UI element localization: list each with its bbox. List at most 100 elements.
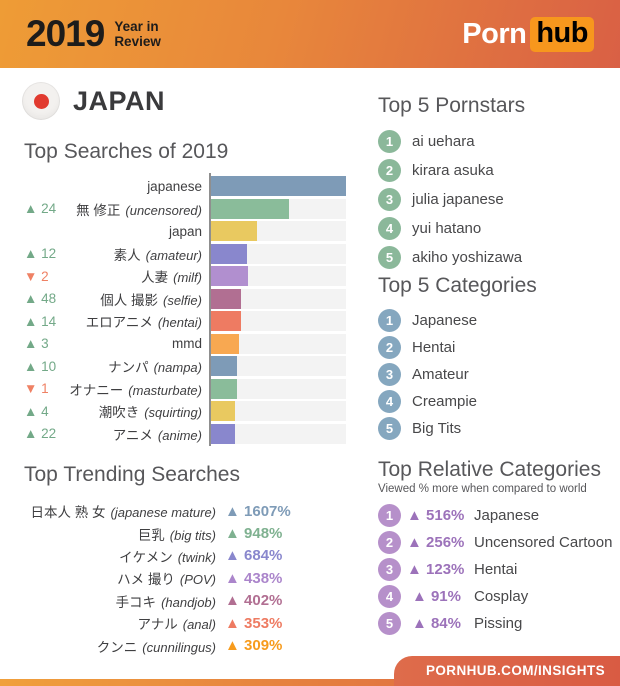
bar-track bbox=[211, 423, 346, 444]
trending-row: ハメ 撮り (POV) ▲ 438% bbox=[24, 567, 346, 589]
relative-percent: ▲ 91% bbox=[411, 588, 461, 605]
trending-title: Top Trending Searches bbox=[24, 463, 240, 486]
search-term-label: オナニー (masturbate) bbox=[69, 382, 202, 398]
list-item: 1 Japanese bbox=[378, 309, 614, 332]
rank-change: ▲ 48 bbox=[24, 291, 57, 307]
chart-row: ▲ 48 個人 撮影 (selfie) bbox=[24, 288, 346, 311]
trending-percent: ▲ 948% bbox=[225, 525, 283, 543]
bar-track bbox=[211, 311, 346, 332]
bar bbox=[211, 333, 239, 354]
chart-row: ▲ 22 アニメ (anime) bbox=[24, 423, 346, 446]
chart-row: ▲ 12 素人 (amateur) bbox=[24, 243, 346, 266]
rank-change: ▲ 4 bbox=[24, 403, 49, 419]
bar bbox=[211, 243, 248, 264]
list-item: 3 julia japanese bbox=[378, 188, 614, 211]
rank-change: ▲ 24 bbox=[24, 201, 57, 217]
rank-badge: 4 bbox=[378, 585, 401, 608]
rank-badge: 5 bbox=[378, 246, 401, 269]
trending-term: ハメ 撮り (POV) bbox=[117, 572, 216, 588]
rank-change: ▼ 1 bbox=[24, 381, 49, 397]
chart-row: ▲ 4 潮吹き (squirting) bbox=[24, 400, 346, 423]
list-item: 4 yui hatano bbox=[378, 217, 614, 240]
trending-row: 手コキ (handjob) ▲ 402% bbox=[24, 590, 346, 612]
rank-badge: 5 bbox=[378, 417, 401, 440]
bar-track bbox=[211, 243, 346, 264]
list-item: 2 kirara asuka bbox=[378, 159, 614, 182]
search-term-label: japan bbox=[168, 223, 202, 239]
search-term-label: ナンパ (nampa) bbox=[108, 360, 202, 376]
trending-list: 日本人 熟 女 (japanese mature) ▲ 1607% 巨乳 (big … bbox=[24, 500, 346, 657]
header-band: 2019 Year in Review Porn hub bbox=[0, 0, 620, 68]
top-searches-bar-chart: japanese ▲ 24 無 修正 (uncensored) japan ▲ 1… bbox=[24, 173, 346, 446]
rank-badge: 2 bbox=[378, 159, 401, 182]
relative-categories-section: Top Relative Categories Viewed % more wh… bbox=[378, 458, 614, 639]
rank-change: ▲ 10 bbox=[24, 358, 57, 374]
trending-row: イケメン (twink) ▲ 684% bbox=[24, 545, 346, 567]
trending-term: 手コキ (handjob) bbox=[115, 594, 216, 610]
bar bbox=[211, 266, 249, 287]
trending-term: イケメン (twink) bbox=[119, 549, 216, 565]
flag-red-dot bbox=[33, 93, 49, 109]
bar bbox=[211, 378, 238, 399]
trending-percent: ▲ 684% bbox=[225, 547, 283, 565]
chart-row: ▼ 1 オナニー (masturbate) bbox=[24, 378, 346, 401]
relative-title: Top Relative Categories bbox=[378, 458, 601, 481]
bar-track bbox=[211, 198, 346, 219]
rank-change: ▲ 3 bbox=[24, 336, 49, 352]
search-term-label: 個人 撮影 (selfie) bbox=[100, 292, 202, 308]
rank-badge: 1 bbox=[378, 504, 401, 527]
bar-track bbox=[211, 176, 346, 197]
bar-track bbox=[211, 221, 346, 242]
tagline: Year in Review bbox=[114, 19, 161, 49]
top-categories-section: Top 5 Categories 1 Japanese 2 Hentai 3 Amat… bbox=[378, 274, 614, 444]
footer-accent-strip bbox=[0, 679, 620, 686]
list-item: 2 Hentai bbox=[378, 336, 614, 359]
list-item: 3 Amateur bbox=[378, 363, 614, 386]
trending-term: アナル (anal) bbox=[137, 617, 216, 633]
relative-percent: ▲ 516% bbox=[407, 507, 465, 524]
bar bbox=[211, 221, 257, 242]
top-pornstars-section: Top 5 Pornstars 1 ai uehara 2 kirara asuka… bbox=[378, 94, 614, 275]
list-item: 4 ▲ 91% Cosplay bbox=[378, 585, 614, 608]
japan-flag-icon bbox=[22, 82, 60, 120]
chart-row: japanese bbox=[24, 175, 346, 198]
tagline-line2: Review bbox=[114, 34, 161, 49]
chart-row: ▲ 3 mmd bbox=[24, 333, 346, 356]
trending-percent: ▲ 309% bbox=[225, 637, 283, 655]
bar bbox=[211, 198, 290, 219]
bar-track bbox=[211, 356, 346, 377]
relative-percent: ▲ 123% bbox=[407, 561, 465, 578]
list-item: 2 ▲ 256% Uncensored Cartoon bbox=[378, 531, 614, 554]
search-term-label: mmd bbox=[172, 336, 202, 352]
trending-term: 日本人 熟 女 (japanese mature) bbox=[30, 505, 216, 521]
insights-link[interactable]: PORNHUB.COM/INSIGHTS bbox=[393, 656, 620, 686]
rank-change: ▼ 2 bbox=[24, 268, 49, 284]
rank-badge: 1 bbox=[378, 130, 401, 153]
pornstars-title: Top 5 Pornstars bbox=[378, 94, 526, 117]
relative-subtitle: Viewed % more when compared to world bbox=[378, 483, 587, 495]
list-item: 1 ▲ 516% Japanese bbox=[378, 504, 614, 527]
pornhub-logo: Porn hub bbox=[462, 16, 594, 52]
trending-percent: ▲ 402% bbox=[225, 592, 283, 610]
rank-change: ▲ 14 bbox=[24, 313, 57, 329]
bar-track bbox=[211, 333, 346, 354]
trending-row: クンニ (cunnilingus) ▲ 309% bbox=[24, 634, 346, 656]
bar bbox=[211, 288, 242, 309]
rank-badge: 2 bbox=[378, 336, 401, 359]
trending-term: 巨乳 (big tits) bbox=[137, 527, 216, 543]
bar-track bbox=[211, 378, 346, 399]
trending-row: 日本人 熟 女 (japanese mature) ▲ 1607% bbox=[24, 500, 346, 522]
chart-row: japan bbox=[24, 220, 346, 243]
year-in-review: 2019 Year in Review bbox=[26, 13, 161, 55]
year-label: 2019 bbox=[26, 13, 105, 54]
list-item: 4 Creampie bbox=[378, 390, 614, 413]
rank-badge: 3 bbox=[378, 188, 401, 211]
rank-badge: 4 bbox=[378, 390, 401, 413]
trending-percent: ▲ 438% bbox=[225, 569, 283, 587]
rank-badge: 5 bbox=[378, 612, 401, 635]
trending-row: アナル (anal) ▲ 353% bbox=[24, 612, 346, 634]
bar bbox=[211, 423, 236, 444]
trending-row: 巨乳 (big tits) ▲ 948% bbox=[24, 522, 346, 544]
list-item: 1 ai uehara bbox=[378, 130, 614, 153]
